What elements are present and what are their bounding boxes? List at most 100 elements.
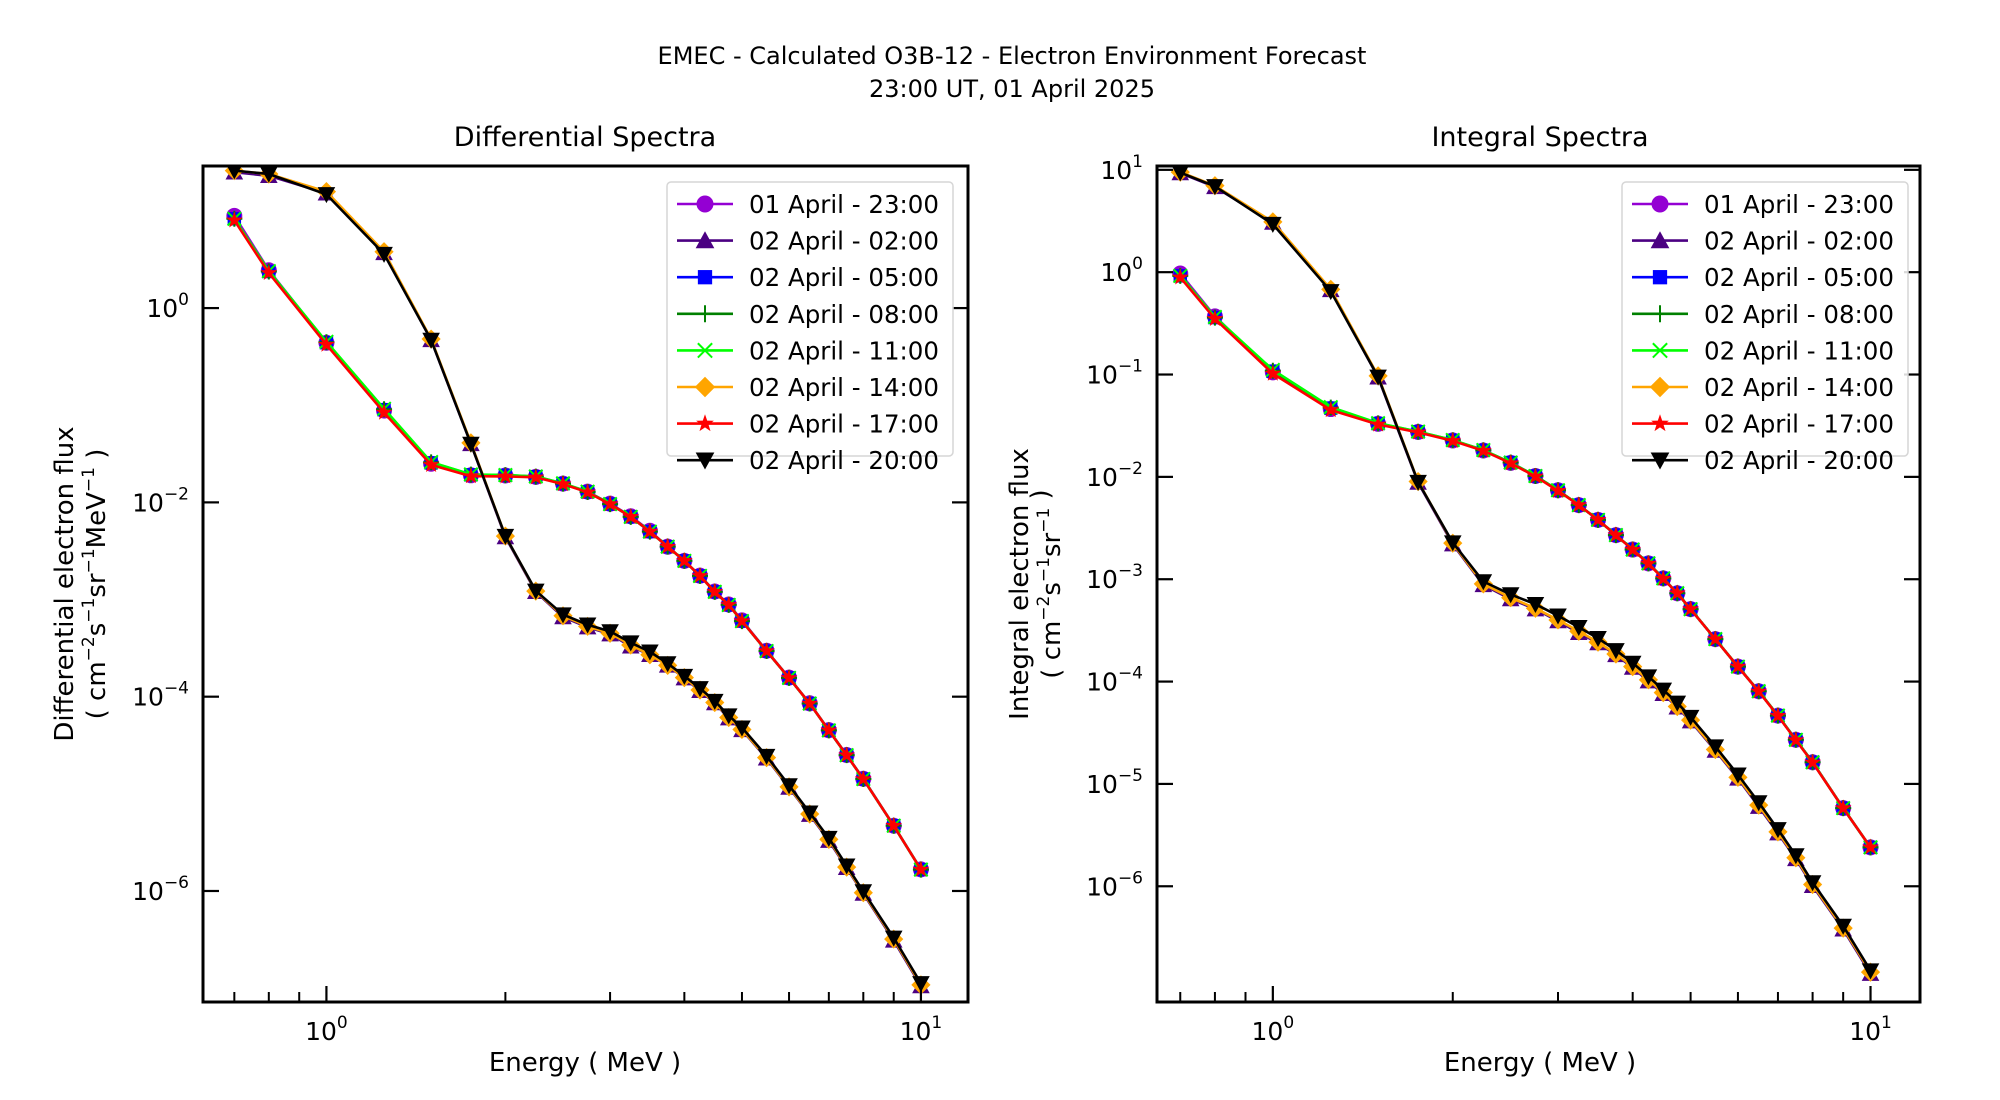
integral-data-point [1502, 454, 1520, 471]
y-tick-label: 101 [1100, 152, 1143, 185]
differential-data-point [758, 642, 775, 659]
differential-data-point [260, 166, 278, 183]
integral-series-6 [1171, 268, 1879, 855]
differential-data-point [912, 860, 930, 877]
y-tick-label: 10−6 [132, 873, 189, 906]
differential-x-axis-label: Energy ( MeV ) [489, 1048, 681, 1078]
legend-marker-icon [1652, 342, 1668, 359]
differential-series-6 [225, 211, 930, 877]
differential-data-point [854, 884, 873, 901]
differential-data-point [375, 403, 393, 420]
integral-data-point [1750, 682, 1768, 699]
integral-data-point [1206, 310, 1224, 326]
integral-series-7 [1171, 166, 1880, 980]
integral-data-point [1607, 526, 1625, 543]
figure-title: EMEC - Calculated O3B-12 - Electron Envi… [658, 42, 1367, 70]
integral-data-point [1861, 963, 1880, 980]
legend-marker-icon [695, 452, 715, 470]
differential-data-point [912, 976, 930, 993]
differential-data-point [578, 617, 597, 634]
legend-label: 02 April - 20:00 [1704, 446, 1894, 475]
legend-frame [666, 181, 954, 457]
legend-entry: 02 April - 11:00 [677, 336, 939, 365]
integral-data-point [1769, 707, 1787, 724]
differential-series-group [224, 166, 931, 995]
differential-data-point [226, 166, 242, 180]
legend-marker-icon [1650, 231, 1670, 249]
differential-data-point [225, 211, 243, 228]
integral-data-point [1668, 695, 1687, 712]
integral-data-point [1409, 474, 1427, 491]
legend-entry: 02 April - 20:00 [1632, 446, 1894, 475]
legend-label: 02 April - 17:00 [749, 410, 939, 439]
y-tick-label: 10−5 [1086, 766, 1143, 799]
legend-label: 02 April - 08:00 [749, 300, 939, 329]
integral-data-point [1549, 608, 1567, 625]
integral-data-point [1171, 268, 1189, 285]
integral-y-axis-label-line1: Integral electron flux [1005, 448, 1035, 720]
integral-data-point [1570, 496, 1588, 513]
differential-data-point [260, 264, 278, 281]
legend-label: 02 April - 11:00 [749, 336, 939, 365]
integral-data-point [1834, 799, 1852, 816]
integral-data-point [1264, 216, 1282, 233]
differential-series-7 [226, 166, 930, 993]
integral-data-point [1769, 822, 1787, 839]
legend-label: 02 April - 05:00 [749, 263, 939, 292]
integral-data-point [1623, 655, 1642, 672]
differential-data-point [719, 708, 738, 725]
integral-axes-frame [1155, 164, 1922, 1004]
legend-label: 02 April - 05:00 [1704, 263, 1894, 292]
integral-data-point [1668, 584, 1686, 601]
legend-entry: 02 April - 14:00 [1632, 373, 1894, 402]
differential-data-point [622, 508, 640, 524]
differential-data-point [884, 930, 903, 947]
differential-data-point [601, 624, 619, 641]
differential-data-point [675, 552, 693, 568]
y-tick-label: 10−6 [1086, 868, 1143, 901]
integral-data-point [1803, 875, 1822, 892]
x-tick-label: 101 [900, 1013, 943, 1046]
integral-data-point [1640, 554, 1657, 571]
integral-spectra-panel: Integral Spectra 100 101 101 100 10−1 10−2 10−… [1005, 122, 1922, 1078]
differential-data-point [720, 596, 738, 613]
differential-data-point [641, 522, 659, 539]
y-tick-label: 10−4 [132, 679, 189, 712]
differential-data-point [780, 778, 798, 795]
integral-data-point [1607, 643, 1625, 660]
legend-entry: 02 April - 08:00 [677, 300, 939, 329]
integral-data-point [1804, 753, 1821, 770]
integral-data-point [1549, 482, 1567, 498]
differential-data-point [780, 669, 798, 686]
differential-data-point [579, 483, 596, 500]
integral-data-point [1527, 467, 1544, 484]
legend-entry: 02 April - 14:00 [677, 373, 939, 402]
legend-entry: 02 April - 08:00 [1632, 300, 1894, 329]
differential-data-point [705, 693, 724, 710]
legend-marker-icon [1650, 452, 1670, 470]
differential-data-point [641, 644, 659, 661]
figure-subtitle: 23:00 UT, 01 April 2025 [869, 75, 1155, 103]
integral-data-point [1681, 709, 1700, 726]
differential-data-point [757, 748, 776, 765]
integral-data-point [1206, 179, 1224, 196]
differential-y-axis-label-line1: Differential electron flux [50, 426, 80, 741]
differential-data-point [422, 456, 440, 473]
integral-data-point [1624, 540, 1642, 557]
integral-data-point [1862, 838, 1879, 855]
x-tick-label: 100 [1252, 1013, 1295, 1046]
y-tick-label: 100 [1100, 254, 1143, 287]
y-tick-label: 10−1 [1086, 357, 1143, 390]
legend-entry: 02 April - 02:00 [677, 227, 939, 256]
differential-data-point [601, 495, 619, 512]
integral-data-point [1589, 511, 1607, 527]
legend-marker-icon [1649, 376, 1671, 398]
differential-data-point [462, 467, 480, 484]
legend-entry: 02 April - 05:00 [677, 263, 939, 292]
x-tick-label: 101 [1849, 1013, 1892, 1046]
integral-data-point [1639, 669, 1658, 686]
legend-label: 02 April - 02:00 [749, 227, 939, 256]
differential-axes-frame [201, 164, 970, 1004]
legend-marker-icon [1651, 195, 1669, 213]
